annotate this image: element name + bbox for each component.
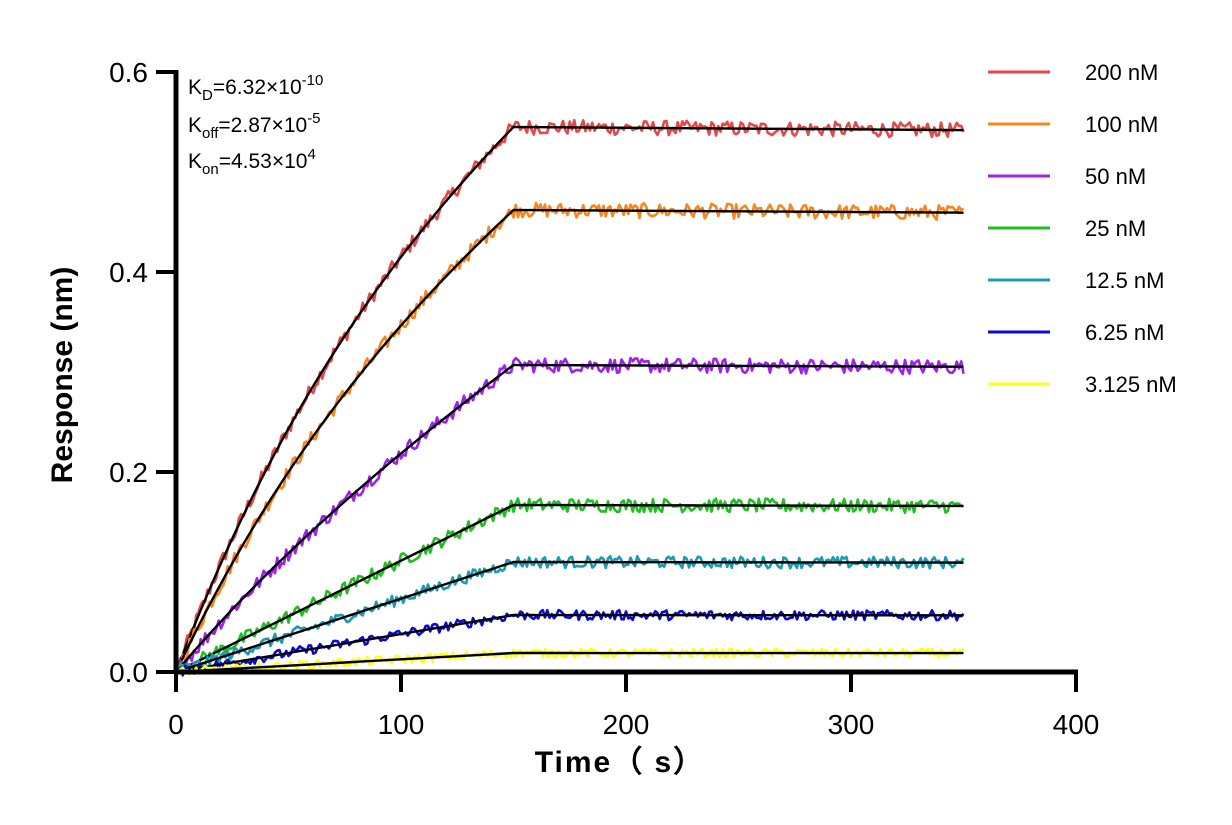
kd-annotation: KD=6.32×10-10 (188, 72, 323, 104)
kon-exponent: 4 (307, 146, 315, 163)
data-series-line (174, 201, 965, 673)
koff-subscript: off (202, 125, 219, 142)
legend-label: 200 nM (1085, 60, 1158, 85)
koff-base: K (188, 114, 202, 137)
legend-label: 25 nM (1085, 216, 1146, 241)
kd-subscript: D (202, 87, 213, 104)
y-tick-label: 0.6 (109, 57, 148, 88)
koff-annotation: Koff=2.87×10-5 (188, 110, 321, 142)
data-series-line (175, 497, 964, 675)
kon-value: =4.53×10 (219, 150, 308, 173)
x-axis-title: Time（ s） (535, 745, 706, 779)
plot-area (174, 118, 965, 677)
fit-curve-line (175, 363, 964, 673)
koff-exponent: -5 (307, 110, 320, 127)
y-tick-label: 0.2 (109, 457, 148, 488)
legend-label: 6.25 nM (1085, 320, 1165, 345)
fit-curve-line (174, 208, 964, 673)
fit-curve-line (175, 651, 964, 674)
y-tick-label: 0.4 (109, 257, 148, 288)
axis-ticks: 0 100 200 300 400 0.0 0.2 0.4 0.6 (109, 57, 1099, 740)
y-axis-title: Response (nm) (46, 267, 79, 484)
fit-curve-line (175, 560, 964, 674)
x-tick-label: 300 (828, 709, 875, 740)
legend-label: 50 nM (1085, 164, 1146, 189)
fit-curve-line (175, 613, 964, 674)
legend-label: 100 nM (1085, 112, 1158, 137)
x-tick-label: 100 (378, 709, 425, 740)
y-tick-label: 0.0 (109, 657, 148, 688)
kd-value: =6.32×10 (213, 76, 302, 99)
kon-annotation: Kon=4.53×104 (188, 146, 316, 178)
fit-curve-line (174, 125, 964, 673)
kon-base: K (188, 150, 202, 173)
legend-label: 3.125 nM (1085, 372, 1177, 397)
data-series-line (175, 356, 965, 673)
x-tick-label: 400 (1053, 709, 1100, 740)
koff-value: =2.87×10 (218, 114, 307, 137)
kon-subscript: on (202, 161, 219, 178)
x-tick-label: 0 (168, 709, 184, 740)
data-series-line (174, 118, 965, 673)
kd-base: K (188, 76, 202, 99)
kd-exponent: -10 (302, 72, 324, 89)
x-tick-label: 200 (603, 709, 650, 740)
fit-curve-line (175, 503, 964, 674)
legend-label: 12.5 nM (1085, 268, 1165, 293)
legend: 200 nM 100 nM 50 nM 25 nM 12.5 nM 6.25 nM 3.12… (988, 60, 1177, 397)
